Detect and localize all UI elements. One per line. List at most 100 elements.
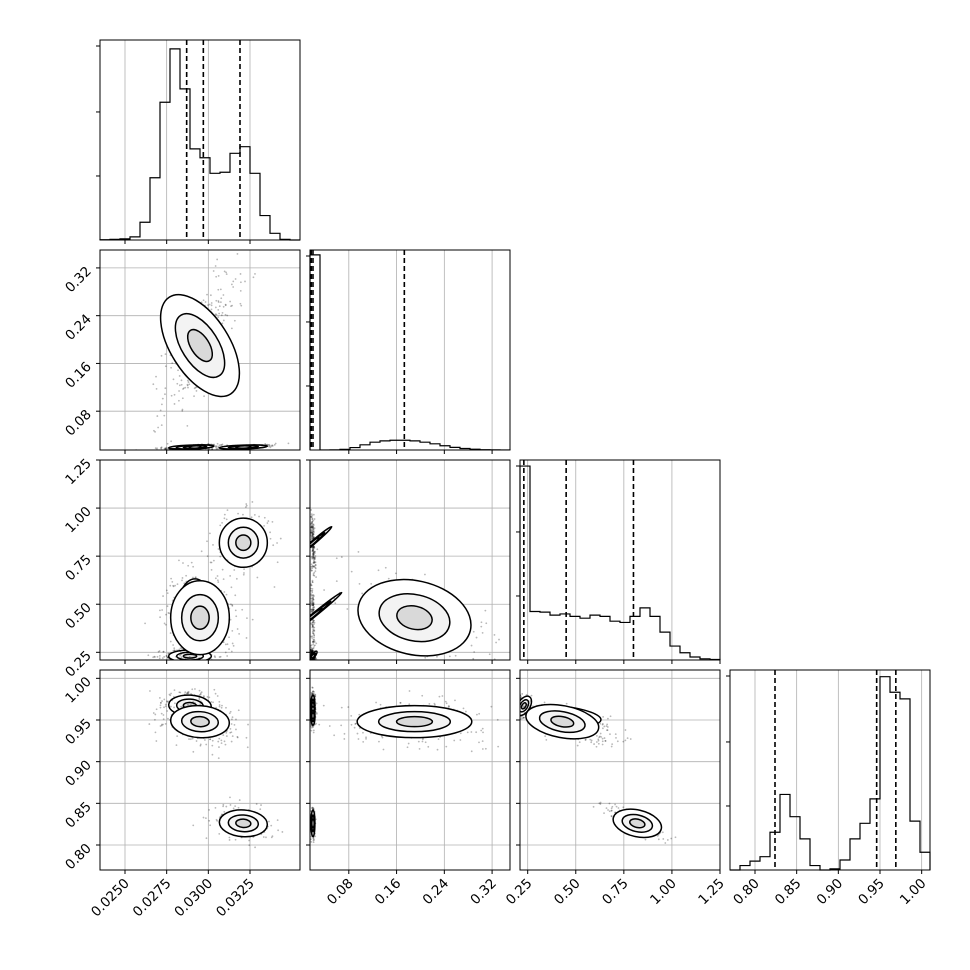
sample-point: [313, 641, 316, 644]
sample-point: [517, 697, 519, 699]
sample-point: [221, 311, 224, 314]
sample-point: [315, 660, 317, 662]
sample-point: [188, 662, 190, 664]
sample-point: [236, 628, 239, 630]
sample-point: [394, 572, 397, 575]
sample-point: [476, 713, 478, 716]
sample-point: [187, 692, 190, 694]
sample-point: [312, 547, 315, 550]
sample-point: [333, 734, 336, 737]
sample-point: [166, 710, 169, 712]
sample-point: [313, 626, 316, 629]
sample-point: [312, 841, 315, 844]
sample-point: [147, 654, 150, 657]
sample-point: [312, 609, 315, 612]
sample-point: [169, 447, 171, 450]
sample-point: [198, 657, 201, 659]
sample-point: [200, 700, 202, 703]
sample-point: [202, 299, 205, 302]
sample-point: [225, 518, 228, 521]
sample-point: [312, 661, 314, 663]
sample-point: [194, 386, 197, 389]
sample-point: [198, 698, 201, 701]
sample-point: [312, 553, 315, 555]
sample-point: [165, 447, 168, 450]
sample-point: [310, 584, 313, 587]
sample-point: [161, 657, 164, 659]
sample-point: [154, 713, 157, 716]
sample-point: [165, 661, 167, 663]
sample-point: [377, 569, 380, 572]
sample-point: [312, 807, 315, 809]
sample-point: [310, 526, 313, 529]
sample-point: [312, 547, 315, 549]
sample-point: [191, 662, 193, 664]
sample-point: [312, 530, 315, 532]
sample-point: [200, 301, 203, 304]
sample-point: [312, 558, 315, 561]
sample-point: [229, 727, 232, 730]
sample-point: [194, 576, 197, 579]
sample-point: [195, 390, 198, 392]
sample-point: [311, 624, 314, 627]
sample-point: [310, 651, 313, 653]
sample-point: [408, 703, 411, 706]
sample-point: [311, 650, 314, 653]
sample-point: [311, 608, 314, 611]
sample-point: [312, 513, 315, 516]
sample-point: [184, 386, 187, 389]
sample-point: [170, 447, 172, 450]
sample-point: [453, 739, 456, 742]
sample-point: [193, 667, 195, 669]
scatter-points: [310, 686, 500, 844]
sample-point: [313, 645, 316, 647]
sample-point: [235, 728, 237, 731]
sample-point: [313, 565, 315, 568]
sample-point: [185, 580, 188, 583]
sample-point: [379, 703, 382, 706]
sample-point: [311, 533, 314, 536]
sample-point: [313, 545, 316, 548]
sample-point: [193, 694, 196, 696]
sample-point: [314, 835, 317, 838]
sample-point: [312, 729, 315, 732]
sample-point: [312, 551, 315, 553]
sample-point: [230, 283, 233, 286]
sample-point: [338, 591, 341, 594]
sample-point: [314, 566, 317, 569]
sample-point: [365, 736, 367, 739]
sample-point: [164, 387, 167, 390]
sample-point: [311, 525, 313, 528]
sample-point: [313, 561, 316, 564]
sample-point: [211, 662, 213, 664]
sample-point: [212, 559, 215, 562]
sample-point: [517, 696, 519, 698]
sample-point: [310, 569, 313, 572]
sample-point: [155, 708, 158, 711]
sample-point: [311, 549, 314, 552]
sample-point: [481, 748, 484, 750]
sample-point: [313, 547, 316, 549]
sample-point: [313, 690, 315, 693]
sample-point: [230, 305, 232, 308]
sample-point: [213, 688, 216, 691]
panel-background: [310, 670, 510, 870]
sample-point: [233, 319, 236, 322]
sample-point: [312, 552, 315, 555]
sample-point: [239, 281, 242, 284]
sample-point: [493, 633, 496, 636]
sample-point: [217, 288, 220, 291]
sample-point: [184, 691, 187, 694]
sample-point: [179, 654, 181, 657]
sample-point: [223, 740, 226, 743]
sample-point: [311, 526, 314, 529]
sample-point: [209, 294, 212, 297]
sample-point: [312, 550, 314, 553]
sample-point: [310, 526, 313, 529]
sample-point: [466, 731, 469, 734]
panel-border: [729, 669, 931, 871]
sample-point: [164, 365, 167, 368]
sample-point: [312, 604, 315, 606]
sample-point: [176, 382, 179, 385]
sample-point: [312, 598, 315, 601]
